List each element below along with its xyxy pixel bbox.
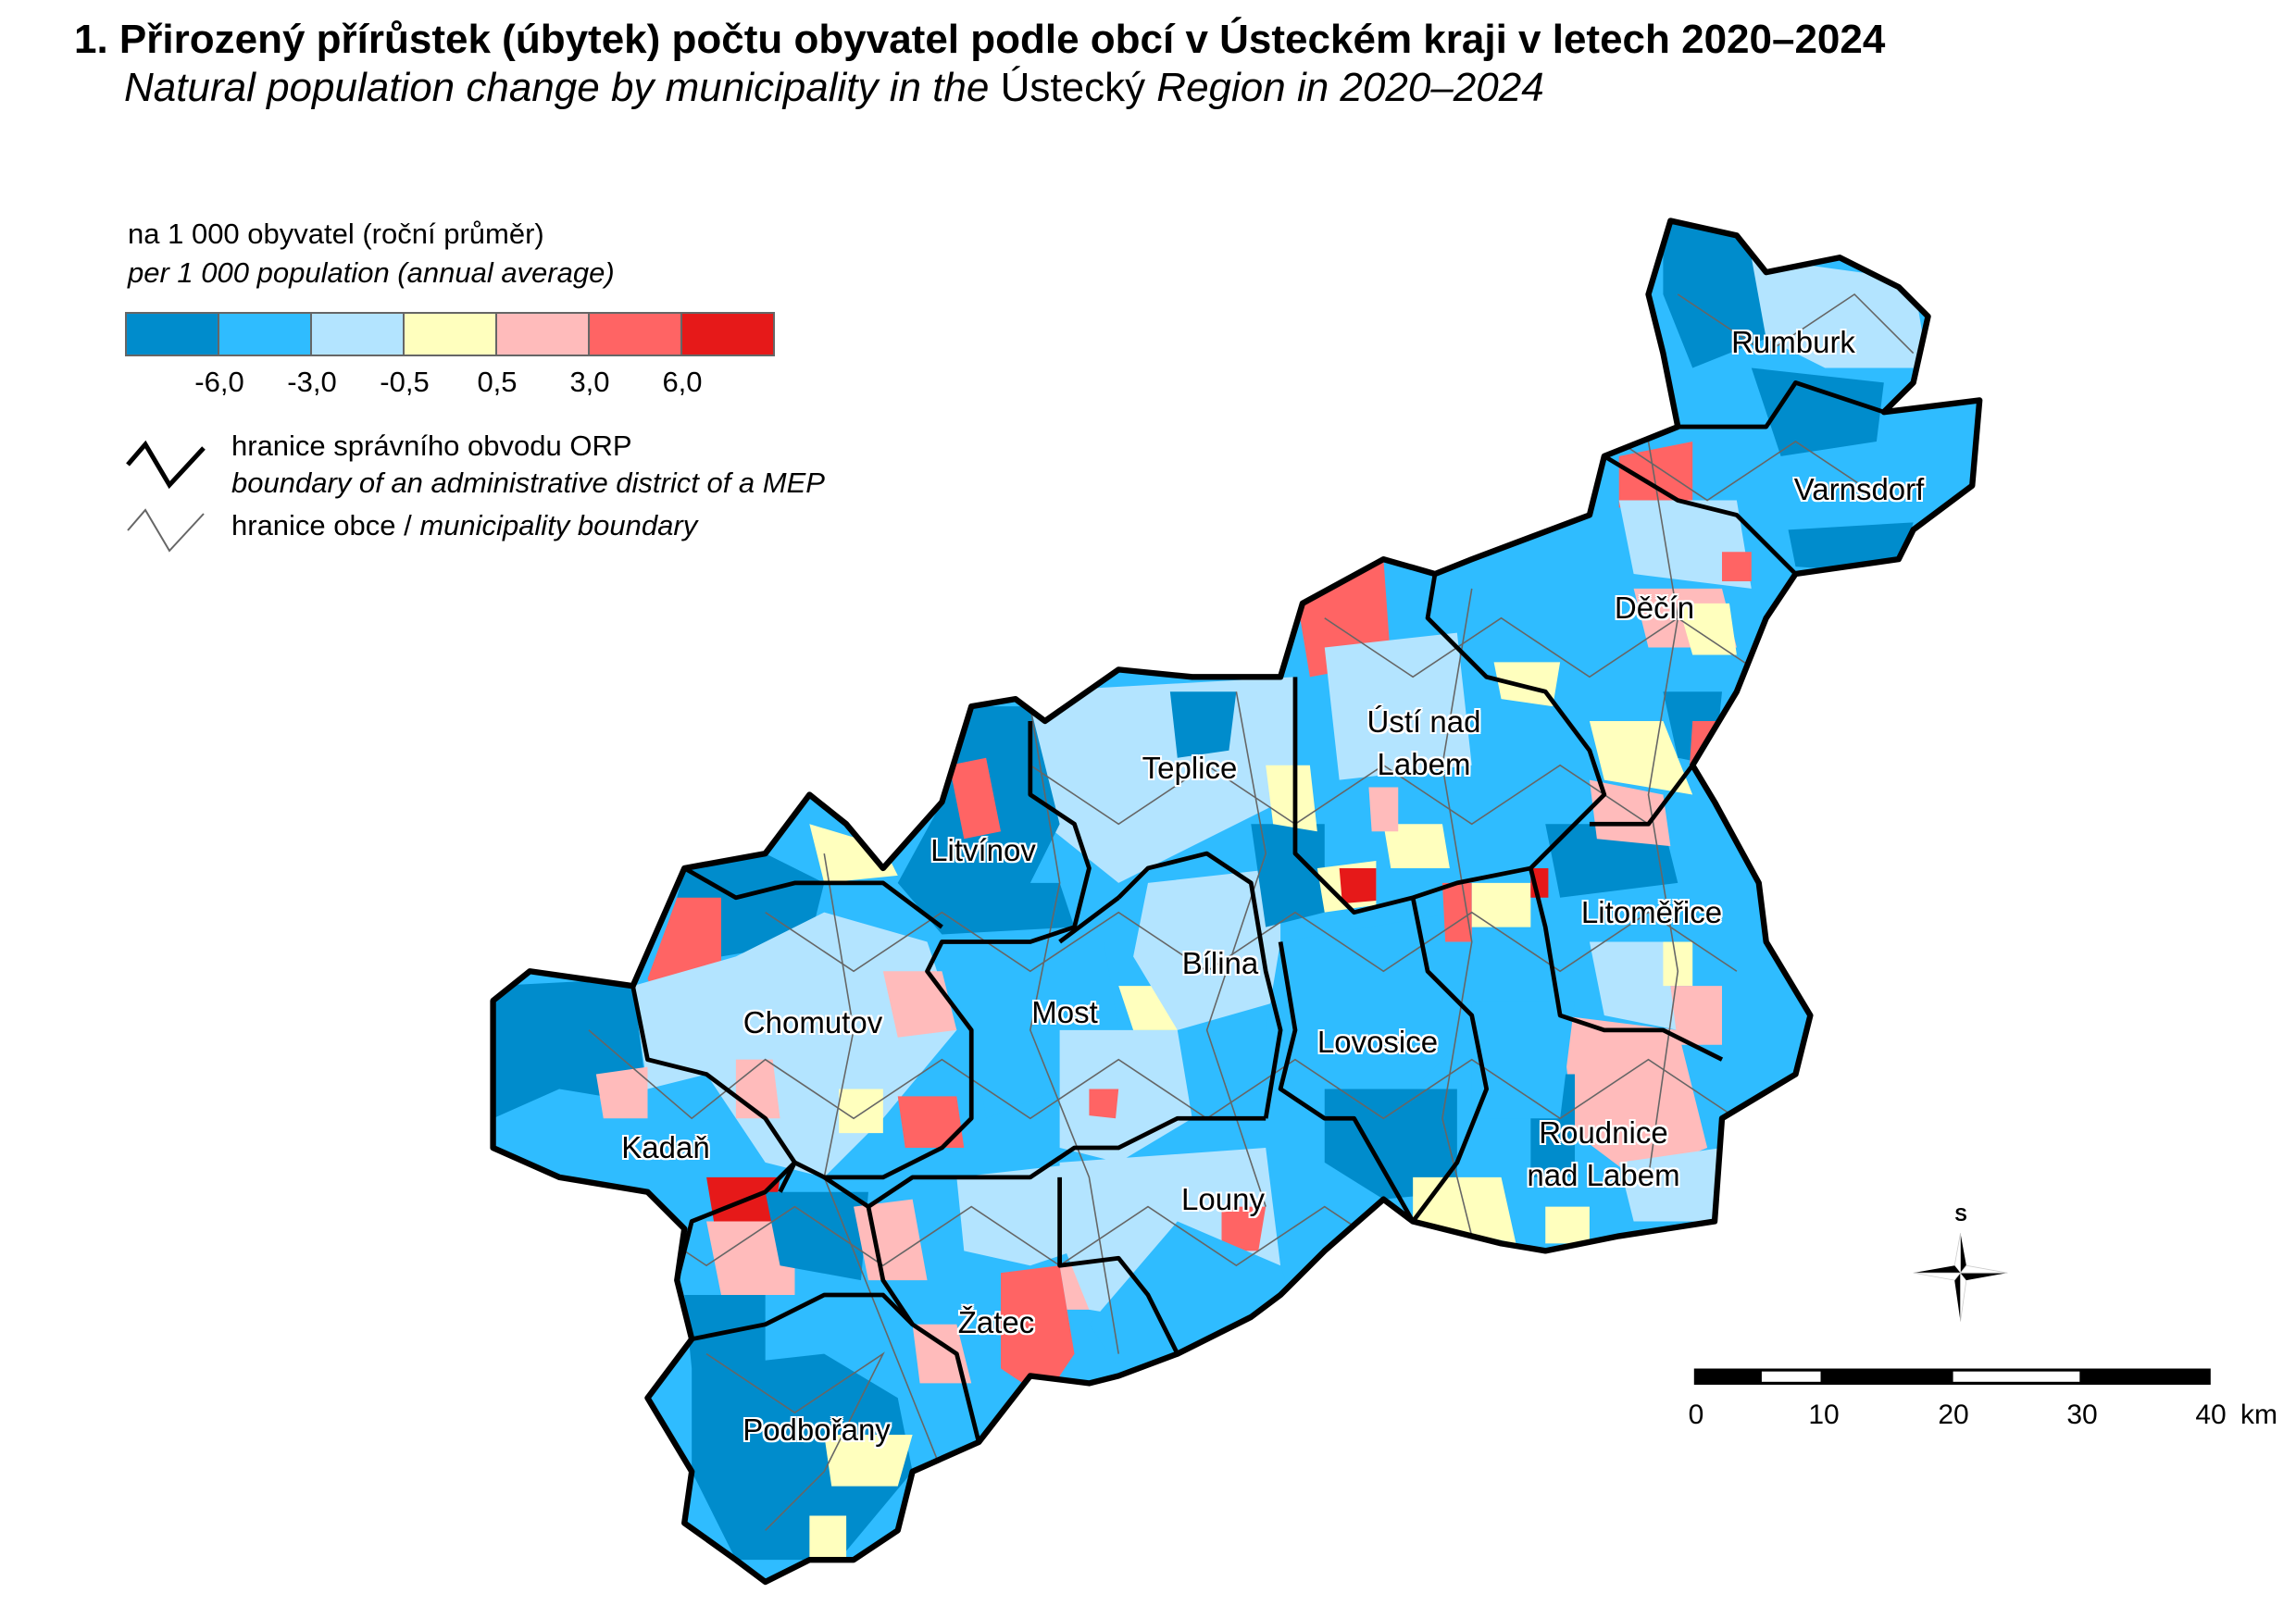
orp-boundary-symbol	[126, 440, 206, 490]
municipality-fills	[493, 220, 1980, 1583]
orp-label-usti-line1: Ústí nad	[1366, 704, 1481, 739]
legend-municipality-boundary: hranice obce / municipality boundary	[231, 507, 697, 544]
compass-north-label: S	[1954, 1205, 1967, 1226]
orp-label-litomerice: Litoměřice	[1580, 895, 1723, 929]
legend-swatch-1	[219, 314, 312, 355]
orp-label-bilina: Bílina	[1181, 946, 1259, 980]
orp-label-decin: Děčín	[1614, 591, 1695, 625]
orp-label-louny: Louny	[1181, 1182, 1265, 1216]
compass	[1913, 1233, 2008, 1322]
scale-label-20: 20	[1938, 1400, 1969, 1430]
orp-label-roudnice-line1: Roudnice	[1539, 1115, 1668, 1150]
legend-break-label: 3,0	[569, 366, 610, 398]
scale-label-40: 40	[2195, 1400, 2227, 1430]
orp-label-most: Most	[1031, 995, 1098, 1029]
legend-break-label: 6,0	[662, 366, 703, 398]
legend-header: na 1 000 obyvatel (roční průměr) per 1 0…	[128, 215, 615, 292]
legend-orp-en: boundary of an administrative district o…	[231, 467, 825, 499]
scale-label-0: 0	[1688, 1400, 1704, 1430]
map-subtitle: Natural population change by municipalit…	[124, 65, 1544, 111]
subtitle-part1: Natural population change by municipalit…	[124, 65, 1001, 110]
orp-label-varnsdorf: Varnsdorf	[1793, 472, 1925, 506]
orp-label-podborany: Podbořany	[742, 1413, 891, 1447]
orp-label-usti-line2: Labem	[1377, 747, 1471, 781]
legend-unit-en: per 1 000 population (annual average)	[128, 256, 615, 289]
scale-label-10: 10	[1808, 1400, 1840, 1430]
legend-swatch-2	[312, 314, 405, 355]
map-title: 1. Přirozený přírůstek (úbytek) počtu ob…	[74, 17, 1886, 62]
orp-label-rumburk: Rumburk	[1731, 325, 1855, 359]
orp-label-teplice: Teplice	[1142, 751, 1238, 785]
municipality-boundary-symbol	[127, 508, 205, 553]
scale-bar	[1693, 1368, 2211, 1385]
orp-label-kadan: Kadaň	[621, 1130, 710, 1164]
orp-label-litvinov: Litvínov	[930, 833, 1036, 867]
legend-swatch-3	[405, 314, 497, 355]
orp-label-roudnice-nad-labem: Roudnice nad Labem	[1527, 1112, 1679, 1197]
legend-swatch-6	[682, 314, 773, 355]
orp-label-lovosice: Lovosice	[1316, 1025, 1439, 1059]
legend-orp-boundary: hranice správního obvodu ORP boundary of…	[231, 428, 825, 502]
legend-swatch-4	[497, 314, 590, 355]
subtitle-part3: Region in 2020–2024	[1145, 65, 1544, 110]
legend-break-label: 0,5	[477, 366, 518, 398]
subtitle-part2: Ústecký	[1000, 65, 1146, 110]
legend-break-label: -0,5	[380, 366, 430, 398]
scale-label-30: 30	[2066, 1400, 2098, 1430]
legend-mun-cz: hranice obce /	[231, 509, 420, 541]
legend-mun-en: municipality boundary	[419, 509, 698, 541]
legend-break-label: -6,0	[194, 366, 244, 398]
legend-color-bar	[125, 312, 775, 356]
orp-label-roudnice-line2: nad Labem	[1527, 1158, 1680, 1192]
legend-swatch-0	[127, 314, 219, 355]
legend-unit-cz: na 1 000 obyvatel (roční průměr)	[128, 218, 544, 250]
legend-orp-cz: hranice správního obvodu ORP	[231, 429, 632, 462]
legend-swatch-5	[590, 314, 682, 355]
scale-unit: km	[2240, 1400, 2277, 1430]
orp-boundaries	[493, 221, 1980, 1583]
compass-needle-n	[1960, 1233, 1966, 1274]
orp-label-zatec: Žatec	[957, 1305, 1035, 1339]
legend-break-label: -3,0	[287, 366, 337, 398]
orp-label-usti-nad-labem: Ústí nad Labem	[1367, 701, 1481, 786]
orp-label-chomutov: Chomutov	[742, 1005, 883, 1039]
